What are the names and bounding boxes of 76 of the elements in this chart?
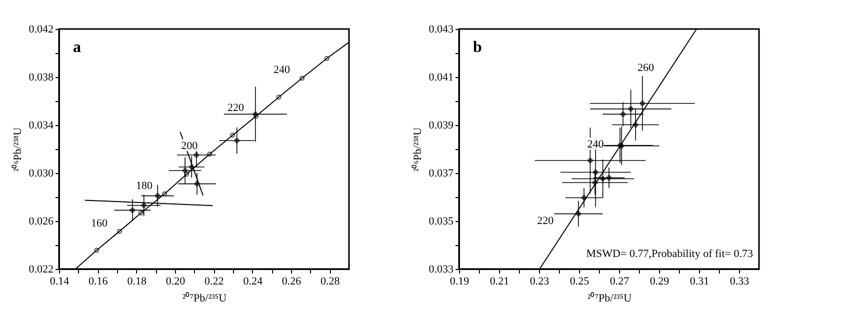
annotation: 240: [274, 64, 291, 76]
point: [606, 175, 612, 180]
annotation: 180: [136, 180, 154, 192]
point: [155, 193, 160, 198]
x-tick-label: 0.14: [50, 276, 70, 288]
point: [141, 202, 146, 208]
x-tick-label: 0.29: [650, 276, 670, 288]
y-tick-label: 0.035: [428, 216, 454, 228]
point: [618, 142, 622, 148]
point: [576, 211, 581, 216]
y-tick-label: 0.034: [28, 120, 54, 132]
x-tick-label: 0.26: [282, 276, 302, 288]
x-tick-label: 0.16: [88, 276, 108, 288]
x-axis-title: ²⁰⁷Pb/²³⁵U: [587, 292, 632, 304]
point: [582, 195, 586, 200]
y-tick-label: 0.030: [28, 168, 54, 180]
y-tick-label: 0.039: [428, 120, 454, 132]
point: [593, 170, 598, 175]
point: [600, 176, 606, 182]
point: [588, 158, 593, 164]
point: [252, 112, 258, 117]
point: [189, 164, 194, 170]
annotation: MSWD= 0.77,Probability of fit= 0.73: [586, 248, 754, 260]
point: [182, 168, 188, 174]
x-tick-label: 0.28: [320, 276, 340, 288]
x-tick-label: 0.31: [690, 276, 710, 288]
text: a: [73, 39, 81, 56]
point: [592, 180, 598, 186]
y-tick-label: 0.026: [28, 216, 54, 228]
point: [117, 228, 122, 234]
y-tick-label: 0.041: [428, 72, 454, 84]
point: [276, 94, 282, 100]
y-tick-label: 0.033: [428, 264, 454, 276]
y-tick-label: 0.022: [28, 264, 54, 276]
point: [184, 172, 190, 177]
x-tick-label: 0.24: [243, 276, 263, 288]
x-tick-label: 0.23: [530, 276, 550, 288]
point: [130, 208, 135, 213]
point: [628, 106, 634, 112]
y-tick-label: 0.043: [428, 24, 454, 36]
point: [254, 114, 259, 119]
x-tick-label: 0.27: [610, 276, 630, 288]
annotation: 220: [537, 215, 554, 228]
annotation: 200: [181, 140, 198, 152]
point: [324, 56, 330, 62]
point: [230, 132, 236, 138]
point: [300, 76, 305, 81]
point: [633, 122, 638, 128]
x-tick-label: 0.33: [730, 276, 750, 288]
y-axis-title: ²⁰⁶Pb/²³⁸U: [10, 127, 24, 172]
annotation: 260: [638, 62, 654, 74]
point: [620, 112, 626, 117]
annotation: 160: [91, 217, 108, 230]
point: [640, 100, 645, 106]
point: [234, 138, 240, 144]
x-tick-label: 0.25: [570, 276, 590, 288]
point: [194, 181, 200, 186]
y-tick-label: 0.038: [28, 72, 54, 84]
y-tick-label: 0.042: [28, 24, 54, 36]
x-axis-title: ²⁰⁷Pb/²³⁵U: [182, 292, 227, 304]
x-tick-label: 0.20: [166, 276, 186, 288]
x-tick-label: 0.22: [204, 276, 224, 288]
point: [619, 143, 624, 148]
x-tick-label: 0.18: [127, 276, 147, 288]
point: [194, 152, 199, 158]
x-tick-label: 0.21: [490, 276, 510, 288]
point: [138, 210, 144, 216]
x-tick-label: 0.19: [450, 276, 470, 288]
annotation: 240: [587, 138, 604, 151]
y-tick-label: 0.037: [428, 168, 454, 180]
point: [94, 248, 100, 253]
point: [207, 152, 212, 157]
point: [162, 191, 168, 196]
text: b: [473, 39, 482, 56]
annotation: 220: [228, 102, 245, 114]
y-axis-title: ²⁰⁶Pb/²³⁸U: [410, 127, 424, 172]
